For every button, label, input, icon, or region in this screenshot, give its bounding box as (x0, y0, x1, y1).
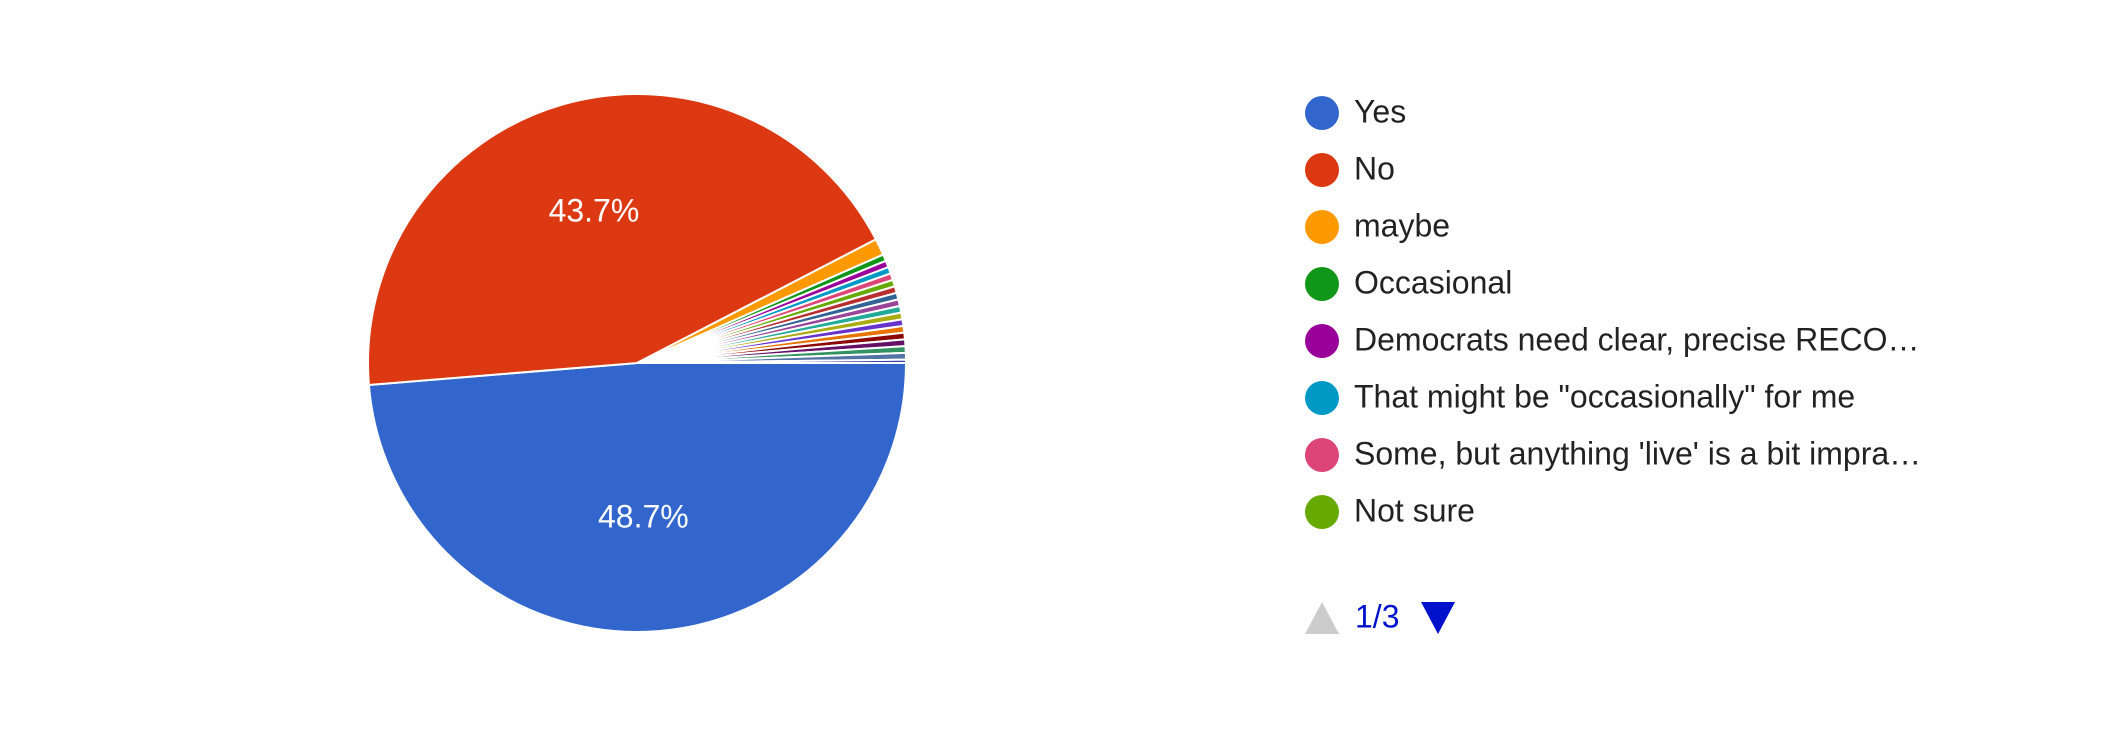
legend-label: No (1354, 150, 1395, 186)
slice-label: 43.7% (549, 192, 640, 228)
legend-marker (1305, 153, 1339, 187)
legend-marker (1305, 267, 1339, 301)
legend-prev-page[interactable] (1305, 602, 1339, 634)
legend-label: maybe (1354, 207, 1450, 243)
legend-next-page[interactable] (1421, 602, 1455, 634)
pie-slice (636, 358, 908, 364)
legend-marker (1305, 438, 1339, 472)
legend-label: Not sure (1354, 492, 1475, 528)
legend-marker (1305, 96, 1339, 130)
pie-slice (367, 93, 878, 387)
legend-label: Yes (1354, 93, 1406, 129)
slice-label: 48.7% (598, 498, 689, 534)
legend-marker (1305, 324, 1339, 358)
legend-label: Occasional (1354, 264, 1512, 300)
legend-marker (1305, 210, 1339, 244)
legend-marker (1305, 381, 1339, 415)
legend-label: Some, but anything 'live' is a bit impra… (1354, 435, 1921, 471)
legend-page: 1/3 (1355, 598, 1399, 634)
legend-label: That might be "occasionally" for me (1354, 378, 1855, 414)
legend-marker (1305, 495, 1339, 529)
legend-label: Democrats need clear, precise RECO… (1354, 321, 1920, 357)
pie-slice (367, 362, 908, 633)
